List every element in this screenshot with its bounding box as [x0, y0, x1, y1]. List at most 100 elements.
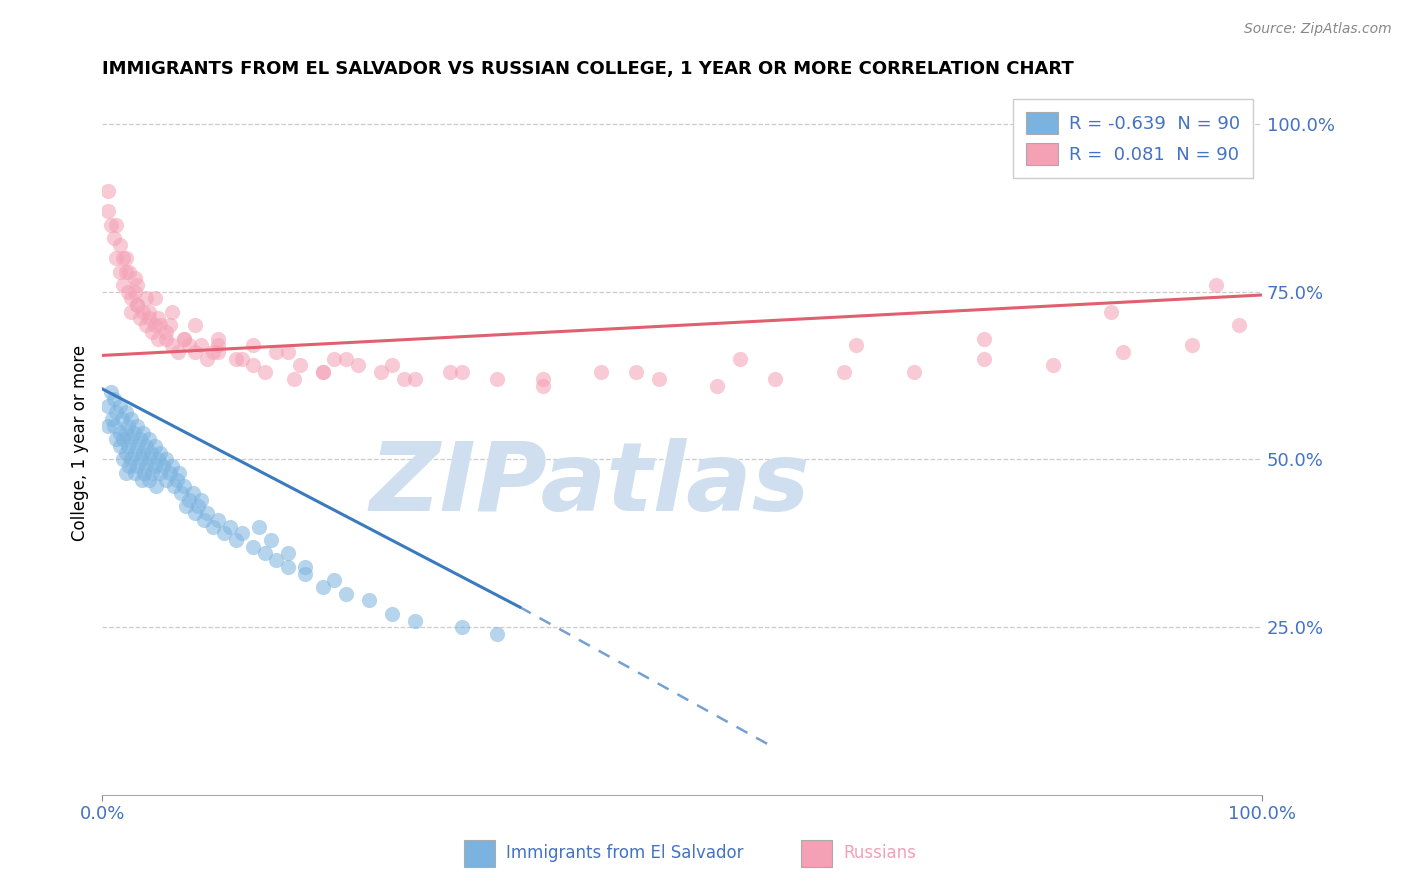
Point	[103, 418, 125, 433]
Point	[135, 318, 157, 333]
Point	[131, 473, 153, 487]
Point	[143, 318, 166, 333]
Point	[485, 627, 508, 641]
Point	[138, 452, 160, 467]
Point	[97, 418, 120, 433]
Point	[127, 418, 149, 433]
Point	[381, 607, 404, 621]
Point	[242, 359, 264, 373]
Point	[845, 338, 868, 352]
Point	[143, 459, 166, 474]
Point	[114, 425, 136, 440]
Point	[160, 459, 183, 474]
Point	[163, 479, 186, 493]
Point	[155, 473, 177, 487]
Point	[105, 432, 128, 446]
Point	[159, 466, 181, 480]
Point	[143, 291, 166, 305]
Point	[405, 614, 427, 628]
Point	[134, 466, 156, 480]
Point	[111, 412, 134, 426]
Point	[288, 359, 311, 373]
Point	[728, 351, 751, 366]
Point	[359, 593, 381, 607]
Point	[112, 251, 135, 265]
Point	[190, 492, 212, 507]
Point	[323, 351, 346, 366]
Point	[132, 305, 155, 319]
Point	[124, 446, 146, 460]
Point	[1181, 338, 1204, 352]
Text: Immigrants from El Salvador: Immigrants from El Salvador	[506, 845, 744, 863]
Point	[160, 338, 183, 352]
Point	[648, 372, 671, 386]
Point	[335, 351, 357, 366]
Point	[124, 271, 146, 285]
Point	[146, 452, 169, 467]
Point	[124, 285, 146, 299]
Point	[124, 466, 146, 480]
Point	[277, 559, 299, 574]
Text: ZIPatlas: ZIPatlas	[370, 439, 810, 532]
Point	[120, 412, 142, 426]
Point	[138, 305, 160, 319]
Point	[173, 479, 195, 493]
Point	[120, 432, 142, 446]
Point	[149, 318, 172, 333]
Point	[283, 372, 305, 386]
Point	[155, 325, 177, 339]
Point	[149, 446, 172, 460]
Point	[108, 425, 131, 440]
Point	[117, 439, 139, 453]
Point	[294, 559, 316, 574]
Point	[253, 546, 276, 560]
Point	[132, 425, 155, 440]
Text: IMMIGRANTS FROM EL SALVADOR VS RUSSIAN COLLEGE, 1 YEAR OR MORE CORRELATION CHART: IMMIGRANTS FROM EL SALVADOR VS RUSSIAN C…	[103, 60, 1074, 78]
Point	[108, 399, 131, 413]
Point	[184, 318, 207, 333]
Point	[97, 184, 120, 198]
Point	[100, 385, 122, 400]
Point	[159, 318, 181, 333]
Point	[1099, 305, 1122, 319]
Point	[266, 345, 288, 359]
Point	[97, 399, 120, 413]
Point	[122, 425, 145, 440]
Point	[381, 359, 404, 373]
Point	[100, 412, 122, 426]
Point	[127, 298, 149, 312]
Point	[103, 392, 125, 406]
Point	[152, 459, 174, 474]
Point	[155, 452, 177, 467]
Point	[167, 466, 190, 480]
Point	[118, 264, 141, 278]
Text: Russians: Russians	[844, 845, 917, 863]
Point	[259, 533, 281, 547]
Point	[225, 533, 247, 547]
Point	[439, 365, 461, 379]
Point	[173, 332, 195, 346]
Point	[108, 237, 131, 252]
Point	[485, 372, 508, 386]
Point	[231, 351, 253, 366]
Point	[186, 500, 208, 514]
Point	[127, 277, 149, 292]
Point	[312, 580, 335, 594]
Point	[277, 546, 299, 560]
Point	[973, 351, 995, 366]
Point	[624, 365, 647, 379]
Point	[201, 519, 224, 533]
Point	[201, 345, 224, 359]
Point	[117, 418, 139, 433]
Point	[277, 345, 299, 359]
Point	[127, 298, 149, 312]
Point	[145, 479, 167, 493]
Point	[120, 452, 142, 467]
Point	[108, 264, 131, 278]
Point	[207, 345, 229, 359]
Point	[392, 372, 415, 386]
Point	[114, 251, 136, 265]
Point	[138, 432, 160, 446]
Point	[146, 332, 169, 346]
Point	[312, 365, 335, 379]
